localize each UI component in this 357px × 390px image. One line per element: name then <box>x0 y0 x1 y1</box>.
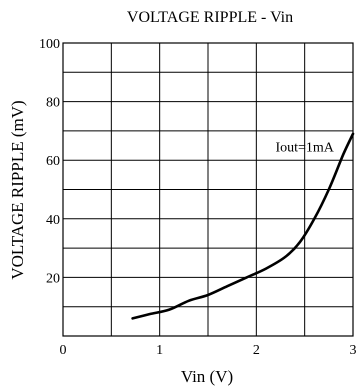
y-tick-label: 60 <box>46 154 60 169</box>
x-tick-label: 2 <box>253 343 260 358</box>
annotation-iout: Iout=1mA <box>275 140 334 155</box>
tick-labels: 0 1 2 3 20 40 60 80 100 <box>39 37 357 358</box>
x-tick-label: 3 <box>350 343 357 358</box>
grid <box>63 43 353 336</box>
y-tick-label: 20 <box>46 271 60 286</box>
series-line <box>131 132 355 320</box>
y-tick-label: 40 <box>46 213 60 228</box>
y-axis-label: VOLTAGE RIPPLE (mV) <box>8 100 27 279</box>
chart-title: VOLTAGE RIPPLE - Vin <box>127 9 293 26</box>
y-tick-label: 100 <box>39 37 60 52</box>
x-tick-label: 0 <box>60 343 67 358</box>
x-tick-label: 1 <box>156 343 163 358</box>
x-axis-label: Vin (V) <box>181 367 233 386</box>
y-tick-label: 80 <box>46 96 60 111</box>
plot-frame <box>62 42 354 337</box>
